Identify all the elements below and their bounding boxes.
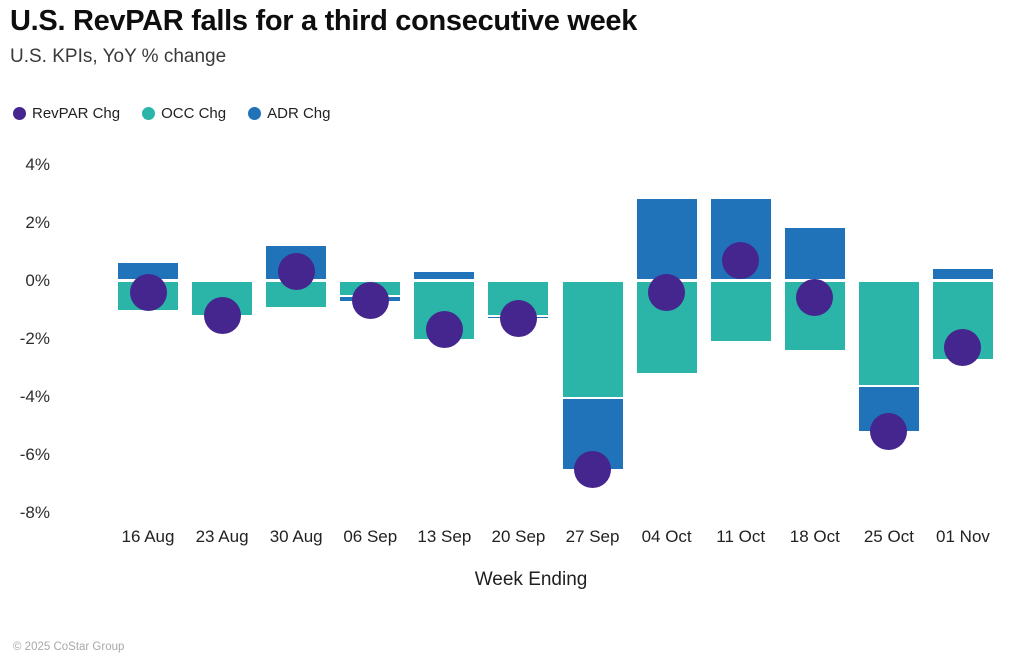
legend-item-occ-chg: OCC Chg: [142, 105, 226, 122]
occ-bar: [858, 282, 919, 385]
legend-dot-icon: [142, 107, 156, 120]
x-tick-label: 06 Sep: [343, 527, 398, 546]
legend-label: OCC Chg: [161, 105, 227, 122]
revpar-dot: [722, 241, 760, 279]
legend-item-adr-chg: ADR Chg: [248, 105, 330, 122]
x-tick-label: 13 Sep: [417, 527, 472, 546]
x-tick-label: 11 Oct: [716, 527, 766, 546]
revpar-chart: 4% 2% 0% -2% -4% -6% -8% 16 Aug 23 Aug 30 Aug 06 S…: [0, 140, 1024, 610]
occ-bar: [710, 282, 771, 342]
x-tick-label: 27 Sep: [565, 527, 620, 546]
y-tick-label: -2%: [19, 328, 50, 348]
chart-legend: RevPAR Chg OCC Chg ADR Chg: [13, 105, 330, 122]
revpar-dot: [425, 311, 463, 349]
legend-dot-icon: [13, 107, 26, 120]
x-tick-label: 25 Oct: [863, 527, 914, 546]
x-tick-label: 20 Sep: [491, 527, 546, 546]
revpar-dot: [499, 299, 537, 337]
y-tick-label: 4%: [25, 154, 50, 174]
legend-label: ADR Chg: [267, 105, 331, 122]
adr-bar: [932, 268, 993, 279]
revpar-dot: [203, 296, 241, 334]
y-tick-label: -4%: [19, 386, 50, 406]
y-tick-label: -6%: [19, 444, 50, 464]
legend-item-revpar-chg: RevPAR Chg: [13, 105, 120, 122]
copyright-note: © 2025 CoStar Group: [13, 641, 125, 653]
revpar-dot: [129, 273, 167, 311]
x-tick-label: 04 Oct: [641, 527, 692, 546]
revpar-dot: [648, 273, 686, 311]
x-tick-label: 16 Aug: [121, 527, 175, 546]
adr-bar: [784, 228, 845, 279]
revpar-dot: [351, 282, 389, 320]
page-title: U.S. RevPAR falls for a third consecutiv…: [10, 5, 638, 37]
revpar-dot: [870, 412, 908, 450]
y-tick-label: -8%: [19, 502, 50, 522]
revpar-dot: [277, 253, 315, 291]
occ-bar: [562, 282, 623, 397]
adr-bar: [636, 199, 697, 279]
revpar-dot: [796, 279, 834, 317]
legend-dot-icon: [248, 107, 262, 120]
x-tick-label: 30 Aug: [269, 527, 323, 546]
legend-label: RevPAR Chg: [32, 105, 121, 122]
revpar-dot: [574, 450, 612, 488]
y-tick-label: 0%: [25, 270, 50, 290]
adr-bar: [118, 263, 178, 279]
x-axis-title: Week Ending: [474, 569, 588, 590]
y-tick-label: 2%: [25, 212, 50, 232]
adr-bar: [414, 271, 475, 279]
x-tick-label: 01 Nov: [936, 527, 990, 546]
page-subtitle: U.S. KPIs, YoY % change: [10, 46, 227, 67]
revpar-dot: [944, 328, 982, 366]
x-tick-label: 23 Aug: [195, 527, 249, 546]
x-tick-label: 18 Oct: [789, 527, 840, 546]
